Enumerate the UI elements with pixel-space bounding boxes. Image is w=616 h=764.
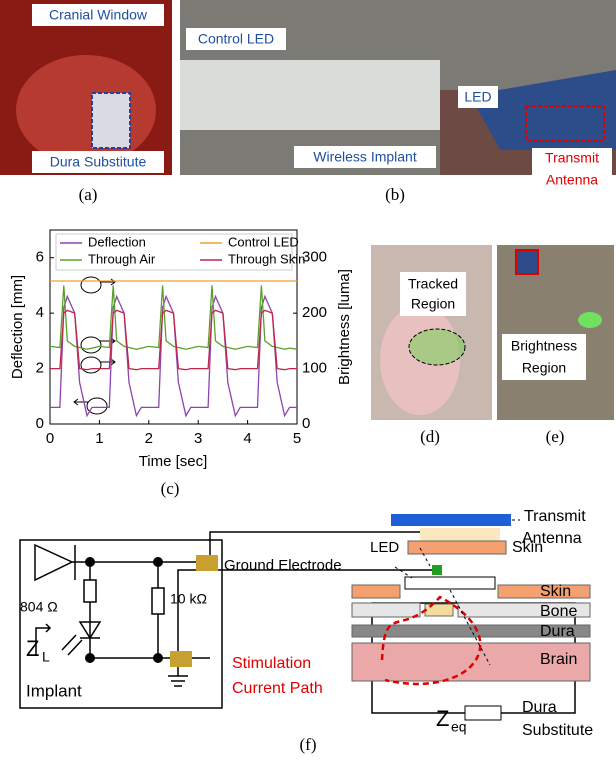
x-tick-label: 5	[293, 430, 301, 447]
node	[85, 653, 95, 663]
label: Implant	[26, 681, 82, 700]
label: Skin	[540, 583, 571, 600]
y2-label: Brightness [luma]	[336, 269, 353, 385]
tracked-region	[409, 329, 465, 365]
y-tick-label: 0	[36, 415, 44, 432]
arrow	[100, 338, 115, 344]
label: Antenna	[546, 172, 598, 188]
pad	[196, 555, 218, 571]
label: Cranial Window	[49, 7, 148, 23]
photo-e	[497, 245, 614, 420]
caption: (f)	[300, 735, 317, 754]
legend-label: Deflection	[88, 234, 146, 249]
pad	[170, 651, 192, 667]
node	[153, 653, 163, 663]
label: Substitute	[522, 722, 593, 739]
led-symbol	[62, 622, 100, 655]
resistor	[84, 580, 96, 602]
arrow	[74, 399, 88, 405]
brightness-region	[516, 250, 538, 274]
label: LED	[464, 89, 491, 105]
x-tick-label: 4	[243, 430, 251, 447]
implant-board	[405, 577, 495, 589]
x-tick-label: 0	[46, 430, 54, 447]
antenna	[391, 514, 511, 526]
x-label: Time [sec]	[139, 453, 208, 470]
label: 10 kΩ	[170, 591, 207, 607]
y2-tick-label: 100	[302, 360, 327, 377]
annotation	[81, 277, 101, 293]
label: Stimulation	[232, 655, 311, 672]
label: L	[42, 649, 50, 665]
y-tick-label: 2	[36, 360, 44, 377]
arrow	[100, 359, 115, 365]
skin-top	[408, 541, 506, 554]
caption: (b)	[385, 185, 405, 204]
label: Brain	[540, 651, 577, 668]
wire	[72, 562, 210, 658]
y-tick-label: 4	[36, 304, 44, 321]
label: Region	[522, 360, 566, 376]
caption: (d)	[420, 427, 440, 446]
caption: (e)	[546, 427, 565, 446]
label: Dura	[540, 623, 575, 640]
window	[92, 93, 130, 148]
photo-detail	[16, 55, 156, 165]
y2-tick-label: 0	[302, 415, 310, 432]
photo-detail	[578, 312, 602, 328]
zeq-resistor	[465, 706, 501, 720]
legend-label: Control LED	[228, 234, 299, 249]
y-label: Deflection [mm]	[9, 275, 26, 379]
node	[85, 557, 95, 567]
caption: (a)	[79, 185, 98, 204]
legend-label: Through Skin	[228, 251, 305, 266]
label: Control LED	[198, 31, 274, 47]
label: Brightness	[511, 338, 577, 354]
node	[153, 557, 163, 567]
resistor	[152, 588, 164, 614]
figure: Cranial Window Dura Substitute (a) Contr…	[0, 0, 616, 759]
label: Current Path	[232, 680, 323, 697]
x-tick-label: 1	[95, 430, 103, 447]
glow	[420, 528, 500, 542]
label: LED	[370, 539, 399, 556]
led	[432, 565, 442, 575]
label: Region	[411, 296, 455, 312]
label: Tracked	[408, 276, 458, 292]
arrow	[100, 279, 115, 285]
label: Dura	[522, 699, 557, 716]
label: eq	[451, 719, 467, 735]
label: Ground Electrode	[224, 557, 342, 574]
label: Z	[436, 706, 449, 731]
annotation	[81, 357, 101, 373]
caption: (c)	[161, 479, 180, 498]
y-tick-label: 6	[36, 249, 44, 266]
y2-tick-label: 300	[302, 249, 327, 266]
label: Transmit	[524, 508, 586, 525]
skin	[352, 585, 400, 598]
y2-tick-label: 200	[302, 304, 327, 321]
x-tick-label: 2	[145, 430, 153, 447]
label: Bone	[540, 603, 577, 620]
label: Transmit	[545, 150, 599, 166]
bone	[352, 603, 420, 617]
diode	[35, 545, 75, 580]
legend-label: Through Air	[88, 251, 156, 266]
label: Wireless Implant	[313, 149, 417, 165]
label: Skin	[512, 539, 543, 556]
photo-detail	[180, 60, 440, 130]
label: Z	[26, 636, 39, 661]
label: 804 Ω	[20, 599, 58, 615]
x-tick-label: 3	[194, 430, 202, 447]
label: Dura Substitute	[50, 154, 147, 170]
annotation	[81, 337, 101, 353]
